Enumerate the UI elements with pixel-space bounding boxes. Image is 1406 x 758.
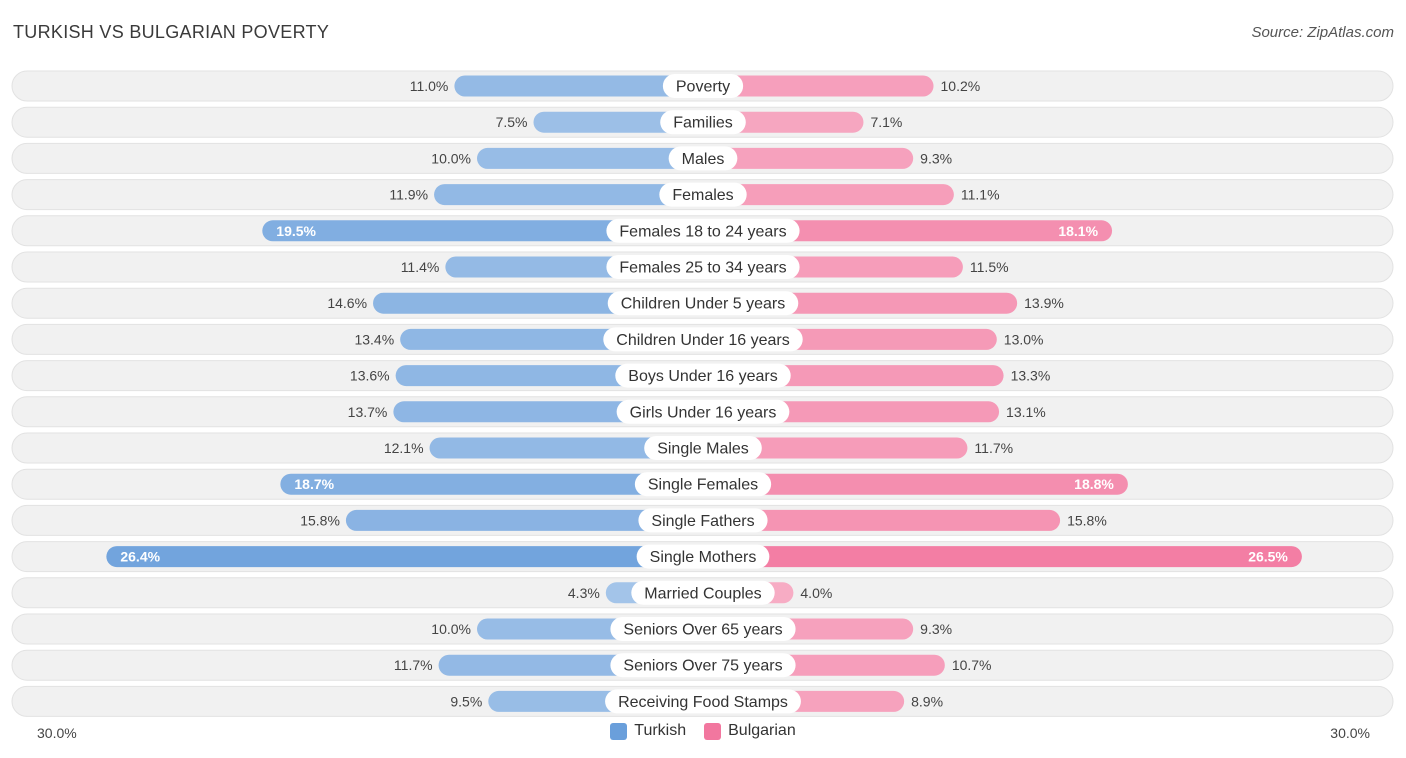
category-pill [636, 544, 770, 569]
category-label: Single Females [648, 477, 758, 494]
legend-item-bulgarian[interactable]: Bulgarian [704, 722, 796, 740]
category-pill [644, 436, 762, 460]
category-label: Receiving Food Stamps [618, 694, 788, 711]
category-label: Females 18 to 24 years [619, 223, 786, 240]
value-label-bulgarian: 9.3% [920, 621, 952, 637]
value-label-bulgarian: 15.8% [1067, 512, 1107, 528]
value-label-turkish: 19.5% [276, 223, 316, 239]
category-pill [638, 508, 768, 533]
value-label-bulgarian: 26.5% [1248, 549, 1288, 565]
value-label-turkish: 11.7% [394, 657, 433, 673]
bar-bulgarian [691, 509, 1061, 531]
bar-bulgarian [691, 75, 934, 97]
value-label-bulgarian: 4.0% [800, 585, 832, 601]
bar-turkish [434, 184, 715, 206]
value-label-turkish: 13.4% [354, 331, 394, 347]
value-label-turkish: 9.5% [450, 693, 482, 709]
category-label: Females [672, 187, 733, 204]
category-pill [662, 74, 744, 98]
category-label: Single Mothers [650, 549, 757, 566]
category-pill [603, 327, 803, 352]
category-label: Poverty [676, 79, 730, 96]
category-label: Seniors Over 65 years [623, 622, 782, 639]
value-label-bulgarian: 13.1% [1006, 404, 1046, 420]
value-label-bulgarian: 13.9% [1024, 295, 1064, 311]
value-label-turkish: 13.7% [348, 404, 388, 420]
category-label: Families [673, 115, 733, 132]
category-label: Single Males [657, 441, 749, 458]
value-label-bulgarian: 18.8% [1074, 476, 1114, 492]
value-label-bulgarian: 7.1% [870, 114, 902, 130]
value-label-turkish: 7.5% [496, 114, 528, 130]
value-label-turkish: 13.6% [350, 368, 390, 384]
category-pill [616, 399, 790, 424]
category-label: Single Fathers [651, 513, 754, 530]
value-label-bulgarian: 9.3% [920, 150, 952, 166]
bar-turkish [429, 437, 715, 459]
value-label-turkish: 11.9% [389, 187, 428, 203]
value-label-bulgarian: 11.1% [961, 187, 1000, 203]
value-label-turkish: 4.3% [568, 585, 600, 601]
legend-item-turkish[interactable]: Turkish [610, 722, 686, 740]
category-label: Children Under 16 years [616, 332, 789, 349]
category-label: Boys Under 16 years [628, 368, 777, 385]
value-label-turkish: 10.0% [431, 150, 471, 166]
chart-title: TURKISH VS BULGARIAN POVERTY [13, 22, 330, 42]
bar-bulgarian [691, 473, 1128, 495]
category-label: Married Couples [644, 585, 761, 602]
value-label-turkish: 14.6% [327, 295, 367, 311]
legend-label-bulgarian: Bulgarian [728, 722, 796, 739]
legend: Turkish Bulgarian [0, 722, 1406, 740]
value-label-turkish: 11.0% [410, 78, 449, 94]
bar-bulgarian [691, 184, 954, 206]
bar-turkish [106, 546, 716, 568]
category-pill [615, 363, 791, 388]
value-label-bulgarian: 11.5% [970, 259, 1009, 275]
value-label-bulgarian: 13.3% [1011, 368, 1051, 384]
axis-right-label: 30.0% [1330, 725, 1370, 741]
source-label: Source: ZipAtlas.com [1251, 24, 1394, 41]
legend-label-turkish: Turkish [634, 722, 687, 739]
category-label: Seniors Over 75 years [623, 658, 782, 675]
value-label-turkish: 26.4% [120, 549, 160, 565]
value-label-bulgarian: 10.7% [952, 657, 992, 673]
category-label: Males [682, 151, 725, 168]
axis-left-label: 30.0% [37, 725, 77, 741]
value-label-bulgarian: 8.9% [911, 693, 943, 709]
value-label-turkish: 11.4% [401, 259, 440, 275]
category-pill [606, 218, 800, 243]
category-pill [634, 472, 772, 497]
value-label-bulgarian: 11.7% [974, 440, 1013, 456]
bar-turkish [477, 147, 715, 169]
bar-bulgarian [691, 147, 914, 169]
category-pill [606, 255, 800, 279]
bar-bulgarian [691, 546, 1302, 568]
bar-turkish [280, 473, 715, 495]
category-label: Females 25 to 34 years [619, 260, 786, 277]
category-pill [631, 580, 775, 605]
legend-swatch-turkish [610, 722, 628, 740]
bar-turkish [262, 220, 715, 242]
category-pill [659, 182, 747, 207]
bar-turkish [454, 75, 715, 97]
category-pill [605, 689, 801, 714]
value-label-turkish: 10.0% [431, 621, 471, 637]
bar-turkish [345, 509, 715, 531]
value-label-turkish: 12.1% [384, 440, 424, 456]
category-pill [668, 146, 738, 171]
category-pill [607, 291, 799, 316]
category-label: Girls Under 16 years [630, 404, 777, 421]
category-pill [610, 653, 796, 678]
category-label: Children Under 5 years [621, 296, 786, 313]
value-label-bulgarian: 13.0% [1004, 331, 1044, 347]
value-label-bulgarian: 18.1% [1058, 223, 1098, 239]
value-label-bulgarian: 10.2% [941, 78, 981, 94]
category-pill [610, 617, 796, 641]
value-label-turkish: 18.7% [294, 476, 334, 492]
category-pill [660, 110, 746, 135]
value-label-turkish: 15.8% [300, 512, 340, 528]
legend-swatch-bulgarian [704, 722, 722, 740]
